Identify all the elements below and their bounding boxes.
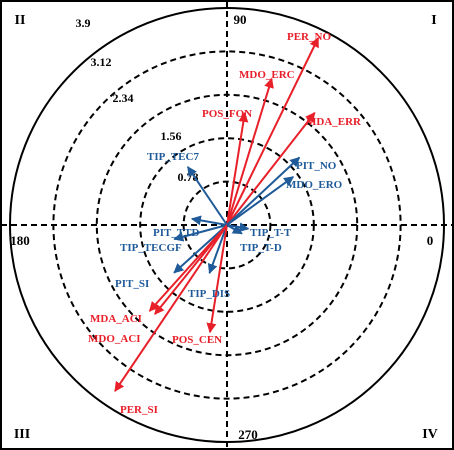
quadrant-label-II: II: [15, 13, 26, 28]
vector-label-TIP_DIS: TIP_DIS: [188, 288, 230, 300]
vector-label-TIP_TECGF: TIP_TECGF: [120, 242, 182, 254]
vector-PIT_NO: [226, 156, 301, 226]
angle-label-180: 180: [10, 233, 30, 248]
vector-PIT_SI: [173, 224, 228, 274]
vector-MDA_ACI: [148, 224, 228, 312]
vector-PER_SI: [114, 224, 228, 392]
vector-PIT_TTD: [190, 215, 228, 226]
quadrant-label-I: I: [431, 13, 436, 28]
vector-MDO_ERC: [226, 77, 274, 226]
vector-label-MDA_ACI: MDA_ACI: [90, 313, 142, 325]
ring-label-1.56: 1.56: [161, 129, 182, 143]
vector-TIP_TEC7: [186, 166, 228, 226]
vector-PER_NO: [226, 37, 320, 226]
vector-label-PER_NO: PER_NO: [287, 31, 331, 43]
quadrant-label-III: III: [14, 427, 30, 442]
vector-label-TIP_TEC7: TIP_TEC7: [147, 151, 199, 163]
angle-label-270: 270: [238, 427, 258, 442]
vector-label-PIT_NO: PIT_NO: [296, 160, 337, 172]
vector-label-MDO_ERO: MDO_ERO: [286, 179, 343, 191]
angle-label-0: 0: [427, 233, 434, 248]
vector-label-TIP_T-D: TIP_T-D: [240, 242, 282, 254]
vector-label-MDO_ERC: MDO_ERC: [239, 69, 295, 81]
vector-TIP_T-D: [226, 224, 243, 235]
vector-POS_FON: [226, 111, 249, 226]
vector-MDA_ERR: [226, 112, 316, 226]
angle-label-90: 90: [234, 12, 247, 27]
vector-label-TIP_T-T: TIP_T-T: [250, 227, 292, 239]
ring-label-3.9: 3.9: [76, 16, 91, 30]
vector-POS_CEN: [206, 224, 228, 334]
vector-label-MDA_ERR: MDA_ERR: [306, 116, 362, 128]
quadrant-label-IV: IV: [422, 427, 438, 442]
vector-label-MDO_ACI: MDO_ACI: [88, 333, 141, 345]
ring-label-3.12: 3.12: [91, 55, 112, 69]
vector-TIP_DIS: [207, 224, 228, 275]
vector-label-POS_FON: POS_FON: [202, 108, 252, 120]
vector-label-PIT_SI: PIT_SI: [115, 278, 149, 290]
vector-label-POS_CEN: POS_CEN: [172, 334, 222, 346]
ring-label-2.34: 2.34: [113, 91, 134, 105]
vector-MDO_ACI: [154, 224, 228, 315]
vector-TIP_TECGF: [173, 224, 228, 242]
vector-MDO_ERO: [226, 176, 295, 226]
vector-label-PER_SI: PER_SI: [120, 404, 158, 416]
vector-label-PIT_TTD: PIT_TTD: [153, 227, 200, 239]
